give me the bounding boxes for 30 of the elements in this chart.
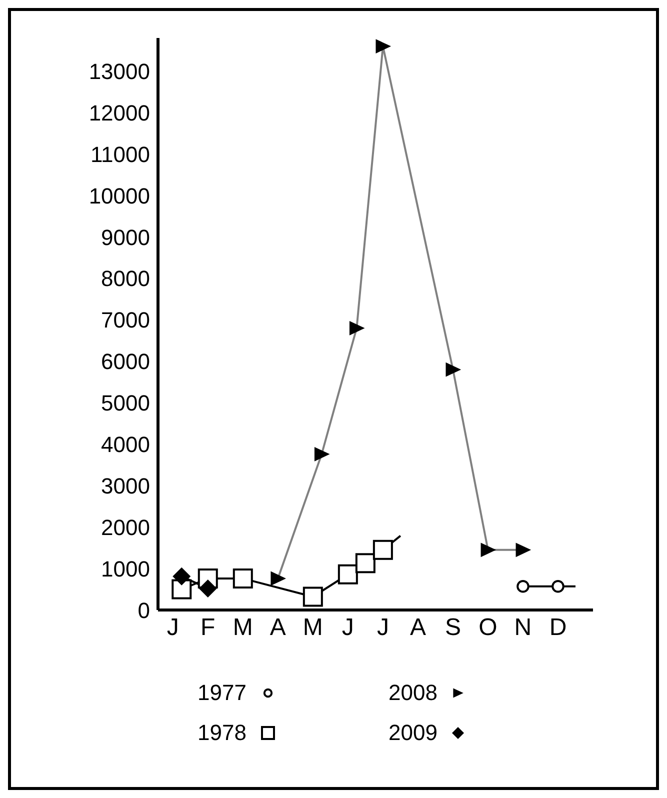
legend-label: 2008 xyxy=(388,680,438,706)
y-tick-label: 2000 xyxy=(101,514,150,540)
y-tick-label: 8000 xyxy=(101,266,150,292)
legend-label: 1977 xyxy=(198,680,246,706)
y-tick-label: 5000 xyxy=(101,390,150,416)
y-tick-label: 12000 xyxy=(88,100,150,126)
x-tick-label: S xyxy=(444,614,461,642)
x-tick-label: O xyxy=(478,614,498,642)
y-tick-label: 4000 xyxy=(101,432,150,458)
y-tick-label: 6000 xyxy=(101,349,150,374)
legend-label: 1978 xyxy=(198,720,246,746)
x-tick-label: F xyxy=(200,614,216,642)
legend-label: 2009 xyxy=(388,720,438,746)
x-tick-label: J xyxy=(166,614,179,642)
y-tick-label: 9000 xyxy=(101,224,150,250)
y-tick-label: 0 xyxy=(138,598,150,623)
y-tick-label: 3000 xyxy=(101,473,150,498)
y-tick-label: 13000 xyxy=(88,58,150,84)
x-tick-label: J xyxy=(376,614,389,642)
y-tick-label: 10000 xyxy=(88,183,150,208)
x-tick-label: J xyxy=(342,614,354,642)
y-tick-label: 7000 xyxy=(101,308,150,333)
x-tick-label: D xyxy=(549,614,567,642)
x-tick-label: M xyxy=(232,614,253,642)
y-tick-label: 11000 xyxy=(90,142,150,167)
x-tick-label: A xyxy=(270,614,286,642)
x-tick-label: M xyxy=(302,614,323,642)
x-tick-label: N xyxy=(514,614,532,642)
y-tick-label: 1000 xyxy=(101,556,150,582)
x-tick-label: A xyxy=(410,614,426,642)
